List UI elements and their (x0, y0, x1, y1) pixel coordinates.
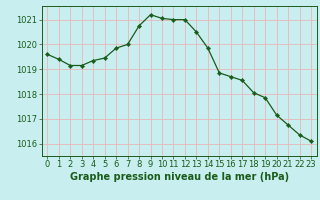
X-axis label: Graphe pression niveau de la mer (hPa): Graphe pression niveau de la mer (hPa) (70, 172, 289, 182)
